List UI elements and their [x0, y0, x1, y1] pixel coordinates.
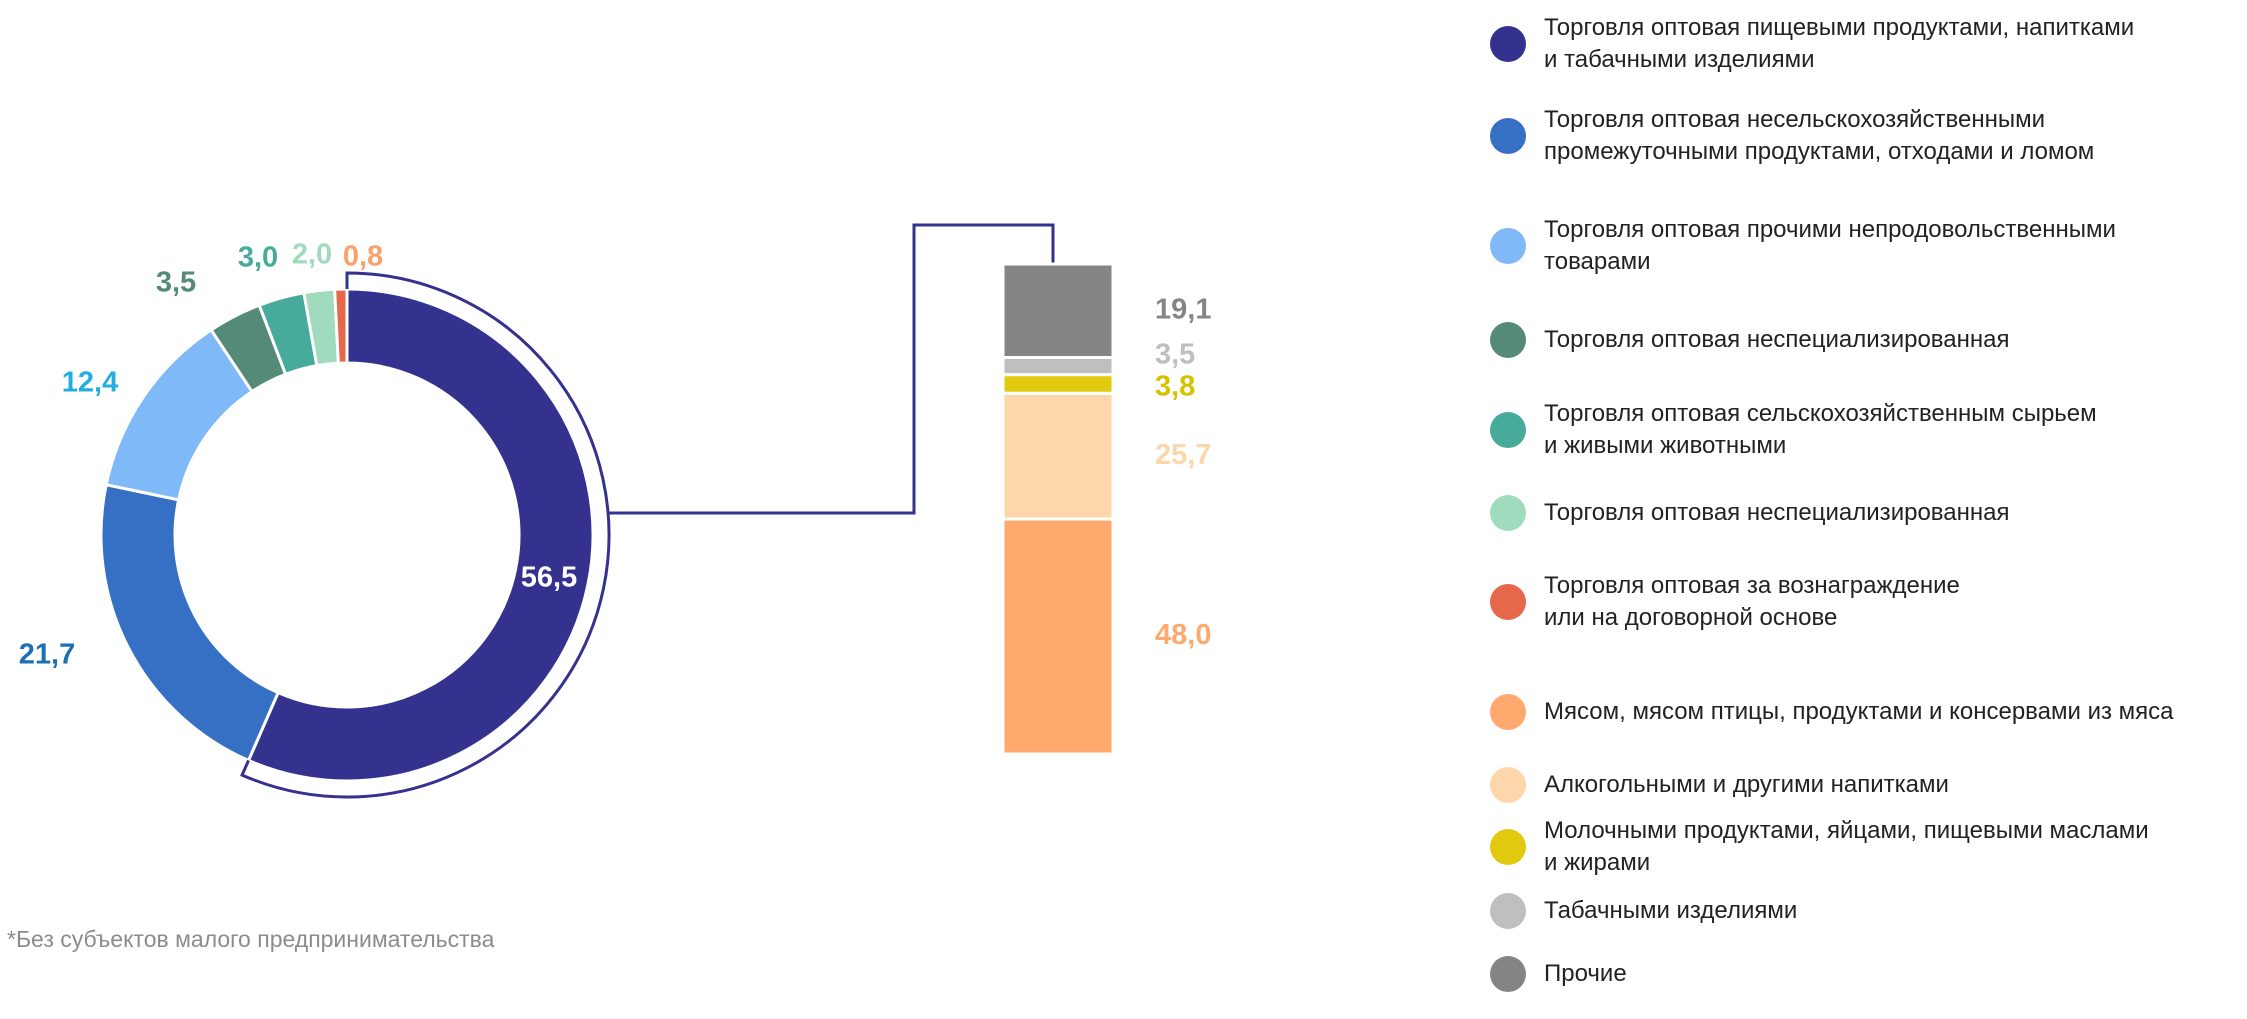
- legend-item: Прочие: [1490, 929, 2240, 1019]
- legend-item: Алкогольными и другими напитками: [1490, 740, 2240, 830]
- legend-swatch: [1490, 694, 1526, 730]
- legend-item: Торговля оптовая пищевыми продуктами, на…: [1490, 0, 2240, 89]
- legend-label: Торговля оптовая прочими непродовольстве…: [1544, 216, 2116, 275]
- legend-swatch: [1490, 118, 1526, 154]
- data-label: 48,0: [1155, 619, 1211, 651]
- legend-swatch: [1490, 767, 1526, 803]
- data-label: 0,8: [343, 241, 383, 273]
- data-label: 3,5: [1155, 339, 1195, 371]
- data-label: 12,4: [62, 367, 118, 399]
- legend-swatch: [1490, 228, 1526, 264]
- legend-label: Алкогольными и другими напитками: [1544, 771, 1949, 798]
- legend-swatch: [1490, 584, 1526, 620]
- legend-swatch: [1490, 322, 1526, 358]
- legend-label: Торговля оптовая пищевыми продуктами, на…: [1544, 14, 2135, 73]
- legend-swatch: [1490, 893, 1526, 929]
- donut-segment: [333, 287, 349, 365]
- segment-outline: [240, 271, 611, 799]
- legend-label: Торговля оптовая несельскохозяйственными…: [1544, 106, 2095, 165]
- bar-segment: [1001, 262, 1115, 359]
- legend-label: Табачными изделиями: [1544, 897, 1798, 924]
- legend-label: Торговля оптовая неспециализированная: [1544, 326, 2010, 353]
- legend-label: Торговля оптовая неспециализированная: [1544, 499, 2010, 526]
- bar-segment: [1001, 391, 1115, 521]
- data-label: 21,7: [19, 639, 75, 671]
- legend-swatch: [1490, 829, 1526, 865]
- donut-segment: [246, 287, 595, 783]
- legend-label: Торговля оптовая сельскохозяйственным сы…: [1544, 400, 2097, 459]
- legend-item: Торговля оптовая несельскохозяйственными…: [1490, 91, 2240, 181]
- legend-swatch: [1490, 26, 1526, 62]
- legend-swatch: [1490, 495, 1526, 531]
- legend-swatch: [1490, 412, 1526, 448]
- data-label: 25,7: [1155, 439, 1211, 471]
- legend-item: Торговля оптовая за вознаграждение или н…: [1490, 557, 2240, 647]
- donut-segment: [99, 482, 281, 763]
- connector: [609, 223, 1055, 515]
- data-label: 56,5: [521, 562, 577, 594]
- data-label: 3,8: [1155, 371, 1195, 403]
- legend-item: Торговля оптовая сельскохозяйственным сы…: [1490, 385, 2240, 475]
- data-label: 2,0: [292, 239, 332, 271]
- legend-item: Торговля оптовая неспециализированная: [1490, 295, 2240, 385]
- legend-label: Торговля оптовая за вознаграждение или н…: [1544, 572, 1960, 631]
- data-label: 3,5: [156, 267, 196, 299]
- footnote: *Без субъектов малого предпринимательств…: [7, 926, 495, 952]
- data-label: 19,1: [1155, 293, 1211, 325]
- bar-segment: [1001, 373, 1115, 395]
- legend-swatch: [1490, 956, 1526, 992]
- bar-segment: [1001, 517, 1115, 756]
- legend-item: Молочными продуктами, яйцами, пищевыми м…: [1490, 802, 2240, 892]
- legend-label: Прочие: [1544, 960, 1627, 987]
- legend-item: Мясом, мясом птицы, продуктами и консерв…: [1490, 667, 2240, 757]
- legend-item: Торговля оптовая неспециализированная: [1490, 468, 2240, 558]
- data-label: 3,0: [238, 242, 278, 274]
- legend-item: Табачными изделиями: [1490, 866, 2240, 956]
- chart: 56,521,712,43,53,0 2,0 0,848,025,73,83,519…: [19, 223, 1211, 799]
- page: {"chart_data":[ {"type":"donut", "catego…: [7, 0, 2240, 992]
- legend-label: Мясом, мясом птицы, продуктами и консерв…: [1544, 698, 2174, 725]
- legend-label: Молочными продуктами, яйцами, пищевыми м…: [1544, 817, 2149, 876]
- bar-segment: [1001, 355, 1115, 377]
- legend-item: Торговля оптовая прочими непродовольстве…: [1490, 201, 2240, 291]
